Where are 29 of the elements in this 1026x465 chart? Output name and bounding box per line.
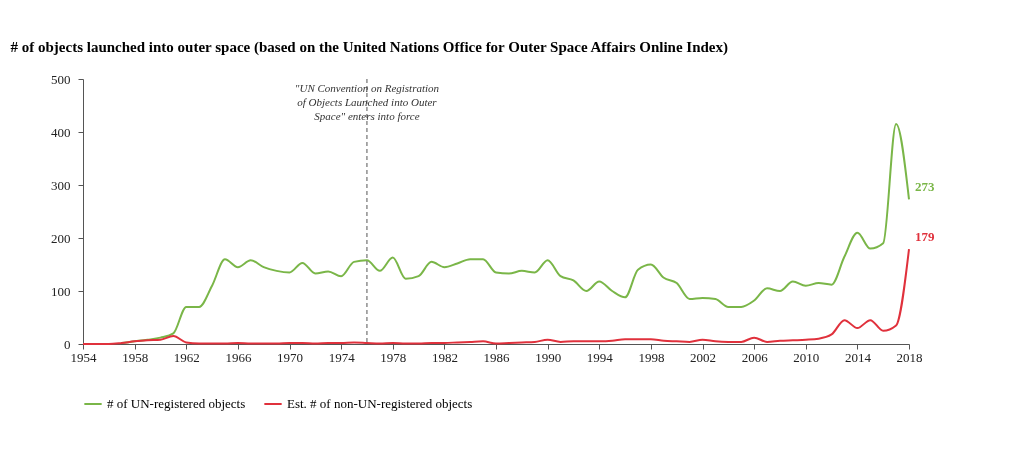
ref-line-label: "UN Convention on Registration of Objects Launched into Outer Space" enters into force [294, 82, 440, 122]
data-label: 273 [915, 179, 935, 195]
x-tick-label: 2014 [844, 349, 872, 365]
x-tick-label: 1998 [638, 349, 665, 365]
x-tick-label: 1978 [380, 349, 407, 365]
x-tick-label: 1954 [70, 349, 97, 365]
x-tick-label: 2002 [690, 349, 716, 365]
x-tick-label: 1974 [328, 349, 356, 365]
x-tick-label: 2018 [896, 349, 923, 365]
y-tick-label: 500 [51, 71, 71, 87]
x-tick-label: 1990 [535, 349, 562, 365]
x-tick-label: 1982 [431, 349, 458, 365]
y-tick-label: 200 [51, 230, 71, 246]
x-tick-label: 1994 [586, 349, 614, 365]
y-tick-label: 300 [51, 177, 71, 193]
y-tick-label: 400 [51, 124, 71, 140]
x-tick-label: 1970 [277, 349, 303, 365]
x-tick-label: 2006 [741, 349, 769, 365]
legend-label: # of UN-registered objects [107, 396, 246, 411]
x-tick-label: 1962 [173, 349, 200, 365]
x-tick-label: 1966 [225, 349, 252, 365]
legend-label: Est. # of non-UN-registered objects [287, 396, 473, 411]
data-label: 179 [915, 229, 935, 245]
x-tick-label: 1986 [483, 349, 510, 365]
y-tick-label: 0 [64, 336, 71, 352]
y-tick-label: 100 [51, 283, 71, 299]
x-tick-label: 2010 [793, 349, 820, 365]
x-tick-label: 1958 [122, 349, 149, 365]
chart-title: # of objects launched into outer space (based on the United Nations Office for Outer Space Affairs Online Index) [10, 39, 728, 56]
